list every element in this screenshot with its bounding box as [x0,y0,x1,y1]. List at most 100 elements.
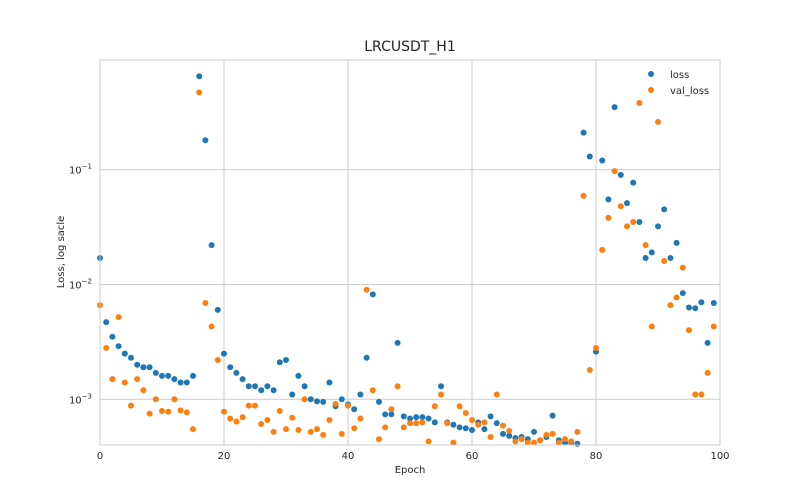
val-loss-point [202,299,209,306]
loss-point [171,376,178,383]
loss-point [487,413,494,420]
val-loss-point [617,203,624,210]
val-loss-point [264,417,271,424]
val-loss-point [531,439,537,446]
val-loss-point [214,356,221,363]
val-loss-point [146,410,153,417]
loss-point [624,200,630,207]
loss-point [692,305,699,312]
val-loss-point [568,438,575,445]
val-loss-point [655,118,661,125]
val-loss-point [419,419,426,426]
val-loss-point [431,403,438,410]
val-loss-point [407,420,413,427]
val-loss-point [692,391,699,398]
val-loss-point [624,223,630,230]
val-loss-point [345,402,351,409]
loss-point [599,157,606,164]
loss-point [679,290,686,297]
val-loss-point [245,402,252,409]
loss-point [301,383,308,390]
val-loss-point [704,369,711,376]
loss-point [661,206,668,213]
val-loss-point [469,417,475,424]
val-loss-point [642,242,649,249]
loss-legend-label: loss [670,70,689,81]
val-loss-point [388,406,395,413]
val-loss-point [134,376,141,383]
loss-point [177,379,184,386]
loss-point [407,415,413,422]
val-loss-point [183,409,190,416]
loss-point [109,333,116,340]
loss-point [673,239,680,246]
val-loss-point [152,396,159,403]
loss-point [214,306,221,313]
val-loss-point [376,436,382,443]
loss-point [376,398,382,405]
val-loss-point [314,426,320,433]
loss-point [134,361,141,368]
loss-point [183,379,190,386]
val-loss-point [301,396,308,403]
val-loss-point [196,89,203,96]
plot-frame [99,59,721,446]
loss-point [258,387,265,394]
x-tick-label: 60 [466,451,479,462]
loss-point [295,372,302,379]
loss-point [462,425,469,432]
val-loss-point [177,407,184,414]
val-loss-point [543,431,550,438]
plot-area [100,60,720,445]
loss-point [642,254,649,261]
loss-point [630,179,637,186]
val-loss-point [382,424,389,431]
val-loss-point [109,376,116,383]
val-loss-point [140,387,147,394]
loss-point [419,414,426,421]
loss-point [202,137,209,144]
loss-point [469,427,475,434]
loss-point [245,383,252,390]
x-tick-label: 40 [342,451,355,462]
loss-point [326,379,333,386]
val-loss-point [574,428,581,435]
loss-point [388,411,395,418]
val-loss-point [363,286,370,293]
val-loss-point [270,428,277,435]
loss-point [456,424,463,431]
loss-point [338,396,345,403]
val-loss-point [599,246,606,253]
loss-point [655,223,661,230]
val-loss-point [227,415,234,422]
val-loss-point [698,391,705,398]
loss-point [450,421,457,428]
val-loss-point [289,414,296,421]
val-loss-point [648,323,655,330]
val-loss-point [549,430,556,437]
val-loss-point [413,420,420,427]
val-loss-point [456,403,463,410]
loss-point [369,291,376,298]
val-loss-point [283,426,289,433]
val-loss-point [686,327,692,334]
val-loss-point [115,314,122,321]
loss-point [233,369,240,376]
val-loss-point [630,218,637,225]
loss-point [146,364,153,371]
loss-point [438,383,444,390]
val-loss-point [233,418,240,425]
loss-point [382,411,389,418]
val-loss-point [661,258,668,265]
loss-point [667,254,674,261]
loss-point [208,242,215,249]
val-loss-point [679,264,686,271]
chart-title: LRCUSDT_H1 [364,39,456,55]
loss-point [357,391,364,398]
x-tick-label: 80 [590,451,603,462]
loss-point [103,319,110,326]
val-loss-point [444,420,451,427]
x-tick-label: 100 [710,451,729,462]
loss-point [481,426,488,433]
